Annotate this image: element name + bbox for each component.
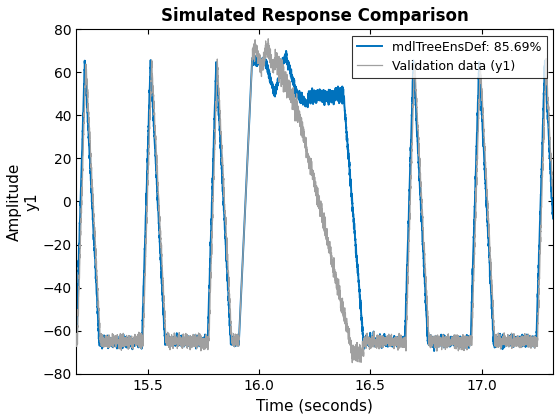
Y-axis label: Amplitude
y1: Amplitude y1 [7,162,39,241]
mdlTreeEnsDef: 85.69%: (15.6, -44.7): 85.69%: (15.6, -44.7) [160,295,166,300]
Legend: mdlTreeEnsDef: 85.69%, Validation data (y1): mdlTreeEnsDef: 85.69%, Validation data (… [352,36,547,78]
X-axis label: Time (seconds): Time (seconds) [256,398,373,413]
Validation data (y1) [383,339,390,344]
mdlTreeEnsDef: 85.69%: (16.6, -65): 85.69%: (16.6, -65) [383,339,390,344]
Validation data (y1) [550,191,557,196]
Validation data (y1) [160,278,166,283]
mdlTreeEnsDef: 85.69%: (16.9, -66.1): 85.69%: (16.9, -66.1) [465,341,472,346]
Validation data (y1) [349,360,356,365]
mdlTreeEnsDef: 85.69%: (17.3, -7.92): 85.69%: (17.3, -7.92) [550,216,557,221]
Line: mdlTreeEnsDef: 85.69%: mdlTreeEnsDef: 85.69% [76,51,553,351]
mdlTreeEnsDef: 85.69%: (16.8, -65.1): 85.69%: (16.8, -65.1) [429,339,436,344]
mdlTreeEnsDef: 85.69%: (16.5, -60.2): 85.69%: (16.5, -60.2) [359,328,366,333]
mdlTreeEnsDef: 85.69%: (16, 65.7): 85.69%: (16, 65.7) [255,58,262,63]
Validation data (y1) [429,336,436,341]
mdlTreeEnsDef: 85.69%: (16.8, -69.5): 85.69%: (16.8, -69.5) [431,349,437,354]
Line: Validation data (y1): Validation data (y1) [76,39,553,362]
mdlTreeEnsDef: 85.69%: (16.1, 69.8): 85.69%: (16.1, 69.8) [283,49,290,54]
Validation data (y1) [359,341,366,346]
Validation data (y1) [465,342,472,347]
mdlTreeEnsDef: 85.69%: (15.2, -62.9): 85.69%: (15.2, -62.9) [73,334,80,339]
Validation data (y1) [255,61,262,66]
Validation data (y1) [73,338,80,343]
Validation data (y1) [265,36,272,41]
Title: Simulated Response Comparison: Simulated Response Comparison [161,7,469,25]
